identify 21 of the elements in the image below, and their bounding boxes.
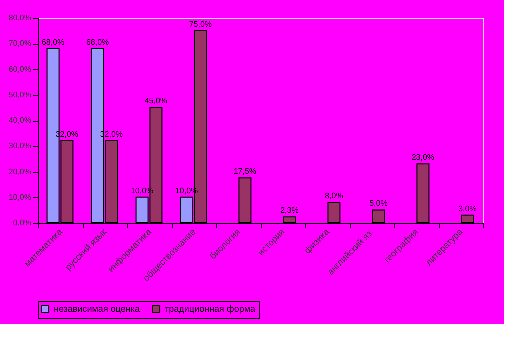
data-label: 23,0%: [412, 153, 435, 162]
data-label: 45,0%: [144, 96, 168, 106]
legend-label: независимая оценка: [54, 304, 140, 314]
y-tick-label: 80,0%: [8, 14, 32, 22]
data-label: 68,0%: [86, 38, 110, 47]
data-label: 68,0%: [42, 38, 65, 47]
data-label: 2,3%: [280, 206, 299, 216]
y-tick-label: 20,0%: [8, 167, 32, 176]
y-tick-label: 10,0%: [8, 192, 32, 202]
data-label: 3,0%: [458, 204, 477, 214]
y-tick-label: 40,0%: [8, 116, 32, 125]
y-tick-label: 0,0%: [13, 218, 32, 228]
data-label: 17,5%: [234, 167, 257, 176]
legend-label: традиционная форма: [165, 304, 256, 314]
data-label: 8,0%: [325, 192, 344, 200]
y-tick-label: 70,0%: [8, 39, 32, 48]
y-tick-label: 50,0%: [8, 90, 32, 100]
y-tick-label: 30,0%: [8, 142, 32, 151]
data-label: 75,0%: [189, 20, 212, 29]
y-tick-label: 60,0%: [8, 64, 32, 74]
data-label: 5,0%: [370, 199, 388, 208]
